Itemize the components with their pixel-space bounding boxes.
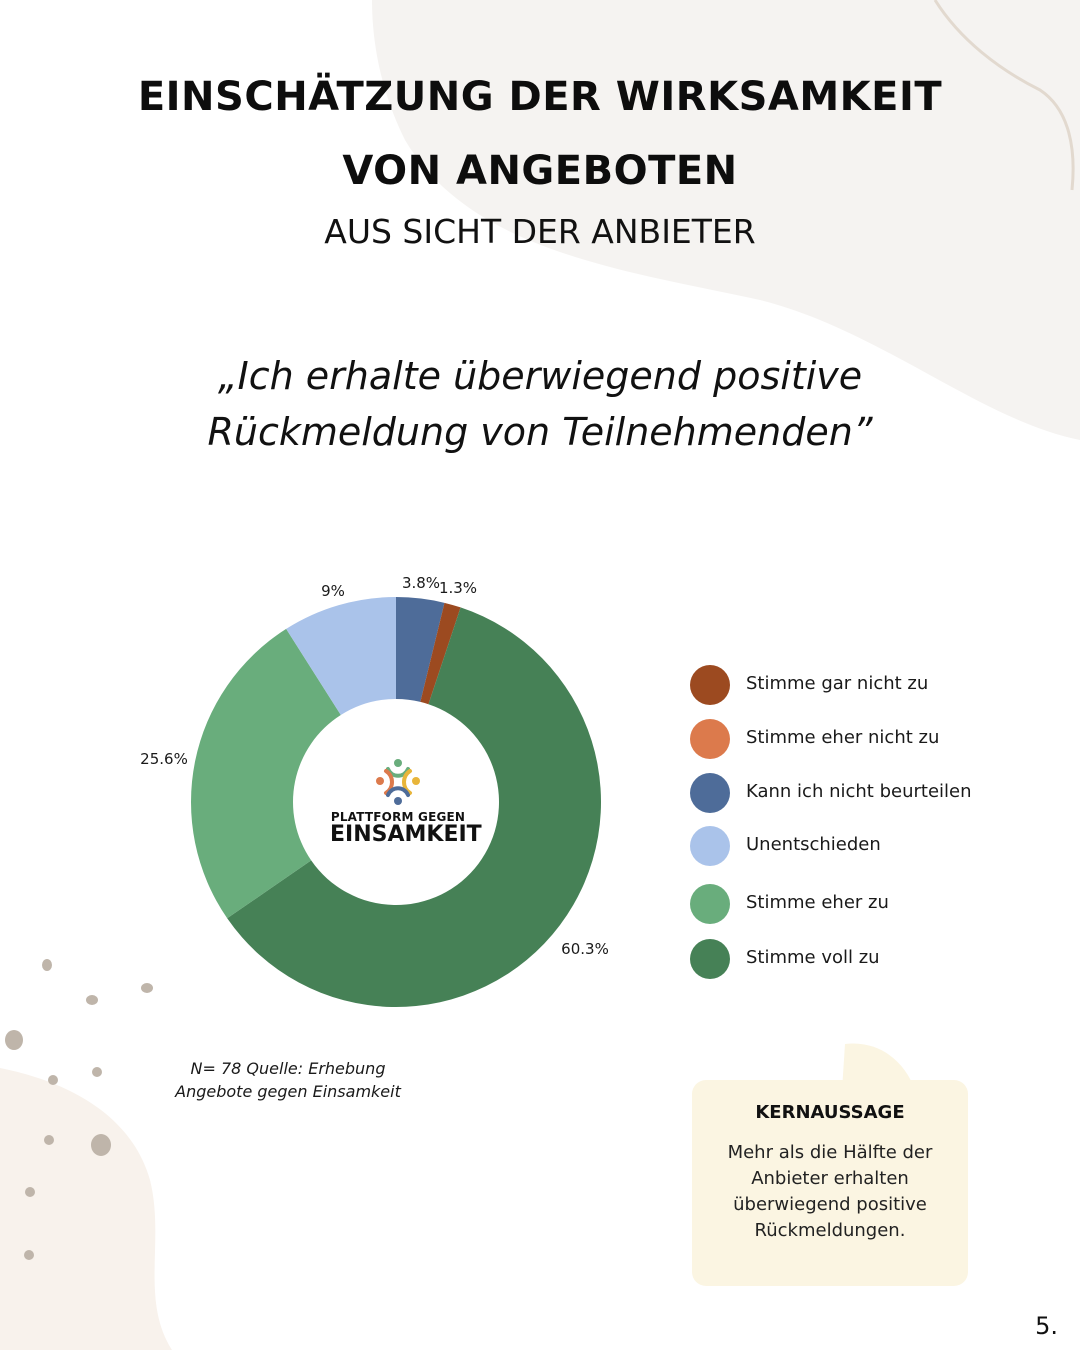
legend-swatch xyxy=(690,773,730,813)
survey-statement-quote: „Ich erhalte überwiegend positive Rückme… xyxy=(207,354,873,454)
legend-label: Unentschieden xyxy=(746,834,881,855)
data-label: 9% xyxy=(321,582,345,600)
donut-slice-stimme-voll-zu xyxy=(227,607,602,1008)
data-label: 3.8% xyxy=(402,574,440,592)
donut-slice-unentschieden xyxy=(286,597,396,716)
background-line-top-right xyxy=(933,0,1075,191)
legend-swatch xyxy=(690,939,730,979)
donut-slice-stimme-gar-nicht-zu xyxy=(420,602,461,705)
page-number: 5. xyxy=(1035,1312,1058,1340)
page-subtitle: AUS SICHT DER ANBIETER xyxy=(324,212,756,251)
donut-slice-kann-ich-nicht-beurteilen xyxy=(396,597,445,702)
legend-swatch xyxy=(690,719,730,759)
platform-logo: PLATTFORM GEGEN EINSAMKEIT xyxy=(330,758,482,854)
data-label: 25.6% xyxy=(140,750,188,768)
data-label: 60.3% xyxy=(561,940,609,958)
decorative-dots xyxy=(5,959,153,1260)
legend-label: Stimme voll zu xyxy=(746,947,880,968)
legend-swatch xyxy=(690,884,730,924)
legend-swatch xyxy=(690,826,730,866)
donut-slice-stimme-eher-zu xyxy=(191,628,341,919)
key-statement-callout: KERNAUSSAGE Mehr als die Hälfte der Anbi… xyxy=(692,1080,968,1286)
legend-swatch xyxy=(690,665,730,705)
legend-label: Stimme gar nicht zu xyxy=(746,673,929,694)
logo-text-line1: PLATTFORM GEGEN xyxy=(330,810,466,824)
background-blob-top-right xyxy=(372,0,1080,440)
logo-text-line2: EINSAMKEIT xyxy=(330,822,482,847)
source-note: N= 78 Quelle: Erhebung Angebote gegen Ei… xyxy=(175,1059,401,1101)
legend-label: Stimme eher zu xyxy=(746,892,889,913)
callout-tail xyxy=(842,1043,915,1090)
page-title-line2: VON ANGEBOTEN xyxy=(342,148,738,194)
legend-label: Stimme eher nicht zu xyxy=(746,727,940,748)
data-label: 1.3% xyxy=(439,579,477,597)
callout-title: KERNAUSSAGE xyxy=(755,1102,905,1123)
background-blob-bottom-left xyxy=(0,1068,172,1350)
page-title-line1: EINSCHÄTZUNG DER WIRKSAMKEIT xyxy=(137,74,943,120)
logo-people-icon xyxy=(376,759,420,805)
legend-label: Kann ich nicht beurteilen xyxy=(746,781,972,802)
callout-text: Mehr als die Hälfte der Anbieter erhalte… xyxy=(727,1142,933,1241)
